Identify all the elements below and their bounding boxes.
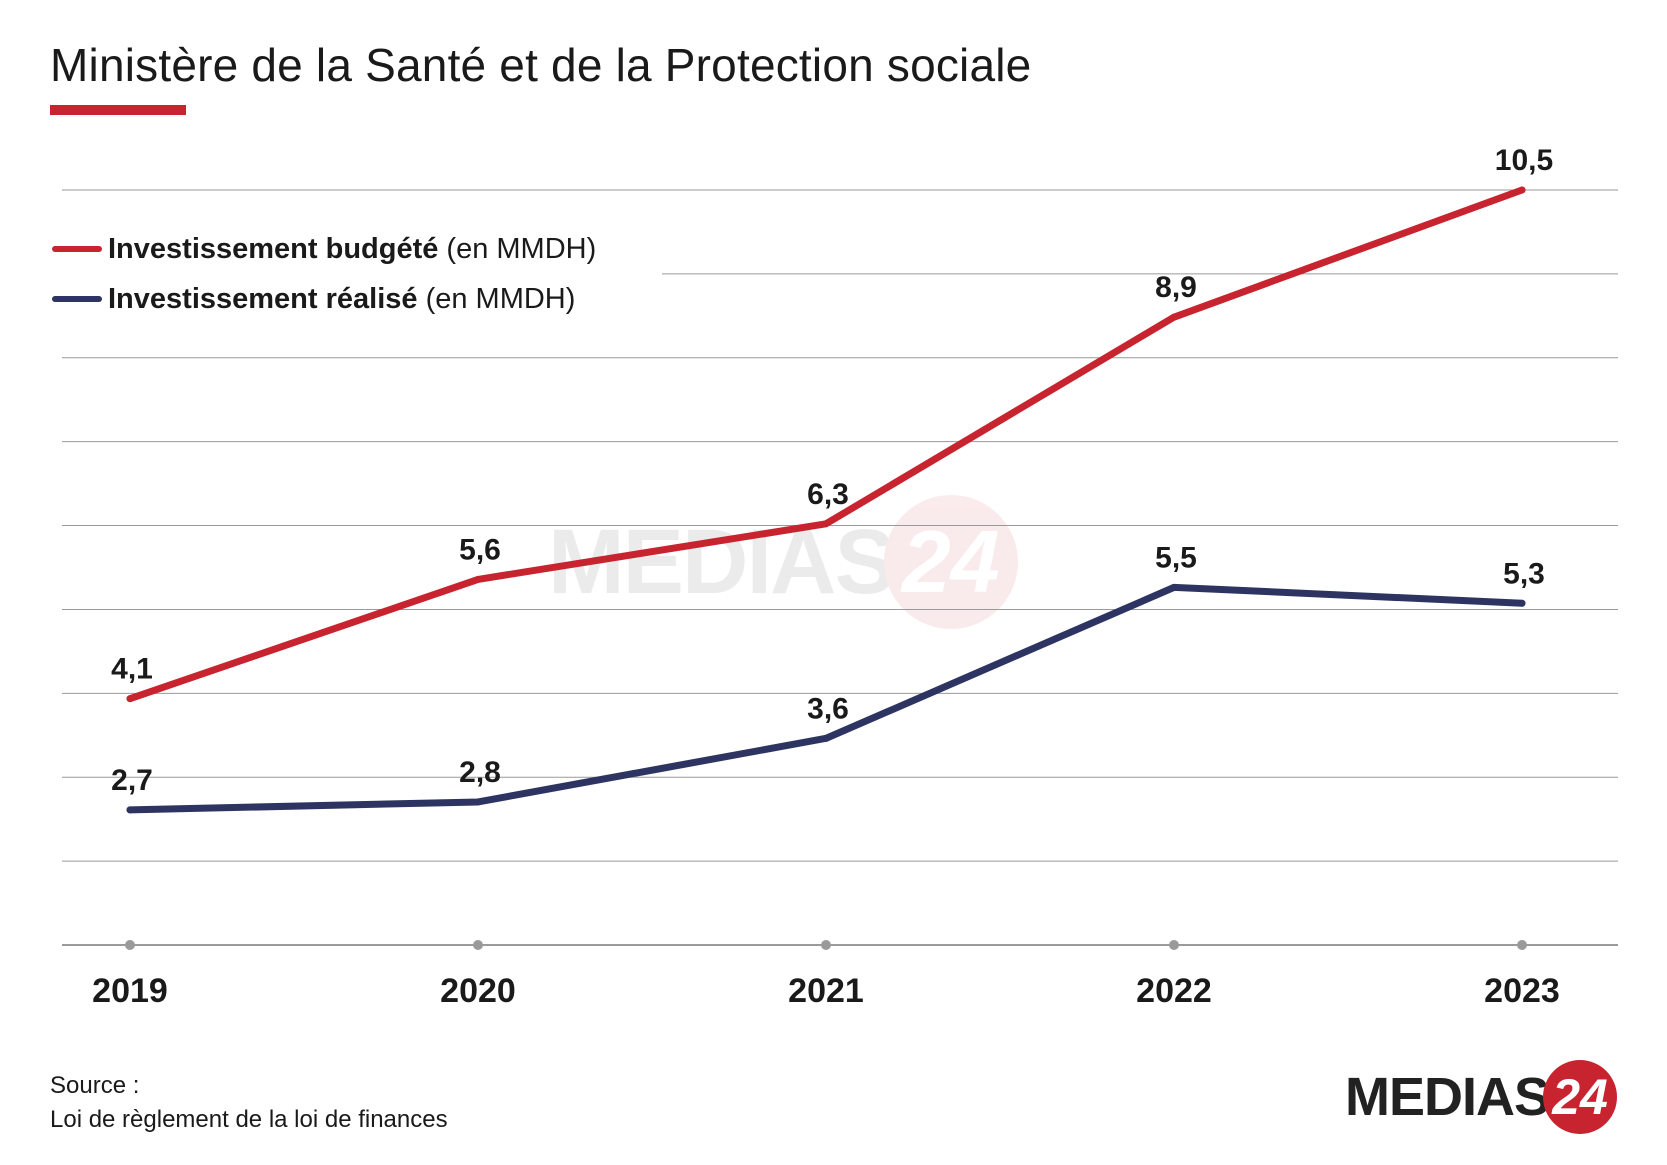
- data-point-budgete: [474, 575, 482, 583]
- data-label-budgete: 4,1: [111, 653, 153, 686]
- data-label-budgete: 8,9: [1155, 271, 1197, 304]
- legend-swatch-realise: [52, 296, 102, 302]
- data-point-budgete: [1518, 186, 1526, 194]
- x-tick-dot: [821, 940, 831, 950]
- data-label-realise: 2,7: [111, 764, 153, 797]
- source-label: Source :: [50, 1072, 140, 1099]
- legend-label-budgete-unit: (en MMDH): [438, 232, 597, 265]
- data-point-realise: [1170, 583, 1178, 591]
- legend-label-realise: Investissement réalisé (en MMDH): [108, 283, 575, 316]
- x-tick-dot: [1169, 940, 1179, 950]
- legend-swatch-budgete: [52, 246, 102, 252]
- x-tick-label: 2020: [440, 972, 516, 1010]
- data-label-budgete: 6,3: [807, 478, 849, 511]
- logo-badge: 24: [1543, 1060, 1618, 1134]
- data-point-realise: [822, 734, 830, 742]
- legend-item-realise: Investissement réalisé (en MMDH): [52, 274, 596, 324]
- legend-label-budgete-bold: Investissement budgété: [108, 232, 439, 265]
- data-point-realise: [126, 806, 134, 814]
- data-label-realise: 3,6: [807, 692, 849, 725]
- chart-legend: Investissement budgété (en MMDH) Investi…: [52, 224, 596, 324]
- x-tick-dot: [125, 940, 135, 950]
- title-underline: [50, 105, 186, 115]
- data-point-realise: [1518, 599, 1526, 607]
- x-tick-dot: [1517, 940, 1527, 950]
- x-tick-label: 2021: [788, 972, 864, 1010]
- data-label-budgete: 10,5: [1495, 144, 1553, 177]
- data-label-realise: 5,3: [1503, 557, 1545, 590]
- legend-item-budgete: Investissement budgété (en MMDH): [52, 224, 596, 274]
- data-point-budgete: [126, 695, 134, 703]
- medias24-logo: MEDIAS 24: [1345, 1060, 1618, 1134]
- data-label-realise: 5,5: [1155, 541, 1197, 574]
- data-point-budgete: [1170, 313, 1178, 321]
- data-point-realise: [474, 798, 482, 806]
- x-tick-label: 2023: [1484, 972, 1560, 1010]
- x-tick-label: 2022: [1136, 972, 1212, 1010]
- data-label-realise: 2,8: [459, 756, 501, 789]
- x-tick-label: 2019: [92, 972, 168, 1010]
- logo-text: MEDIAS: [1345, 1067, 1550, 1127]
- data-point-budgete: [822, 520, 830, 528]
- legend-label-realise-unit: (en MMDH): [417, 282, 576, 315]
- x-tick-dot: [473, 940, 483, 950]
- legend-label-realise-bold: Investissement réalisé: [108, 282, 418, 315]
- legend-label-budgete: Investissement budgété (en MMDH): [108, 233, 596, 266]
- chart-title: Ministère de la Santé et de la Protectio…: [50, 39, 1032, 91]
- data-label-budgete: 5,6: [459, 533, 501, 566]
- source-value: Loi de règlement de la loi de finances: [50, 1106, 448, 1133]
